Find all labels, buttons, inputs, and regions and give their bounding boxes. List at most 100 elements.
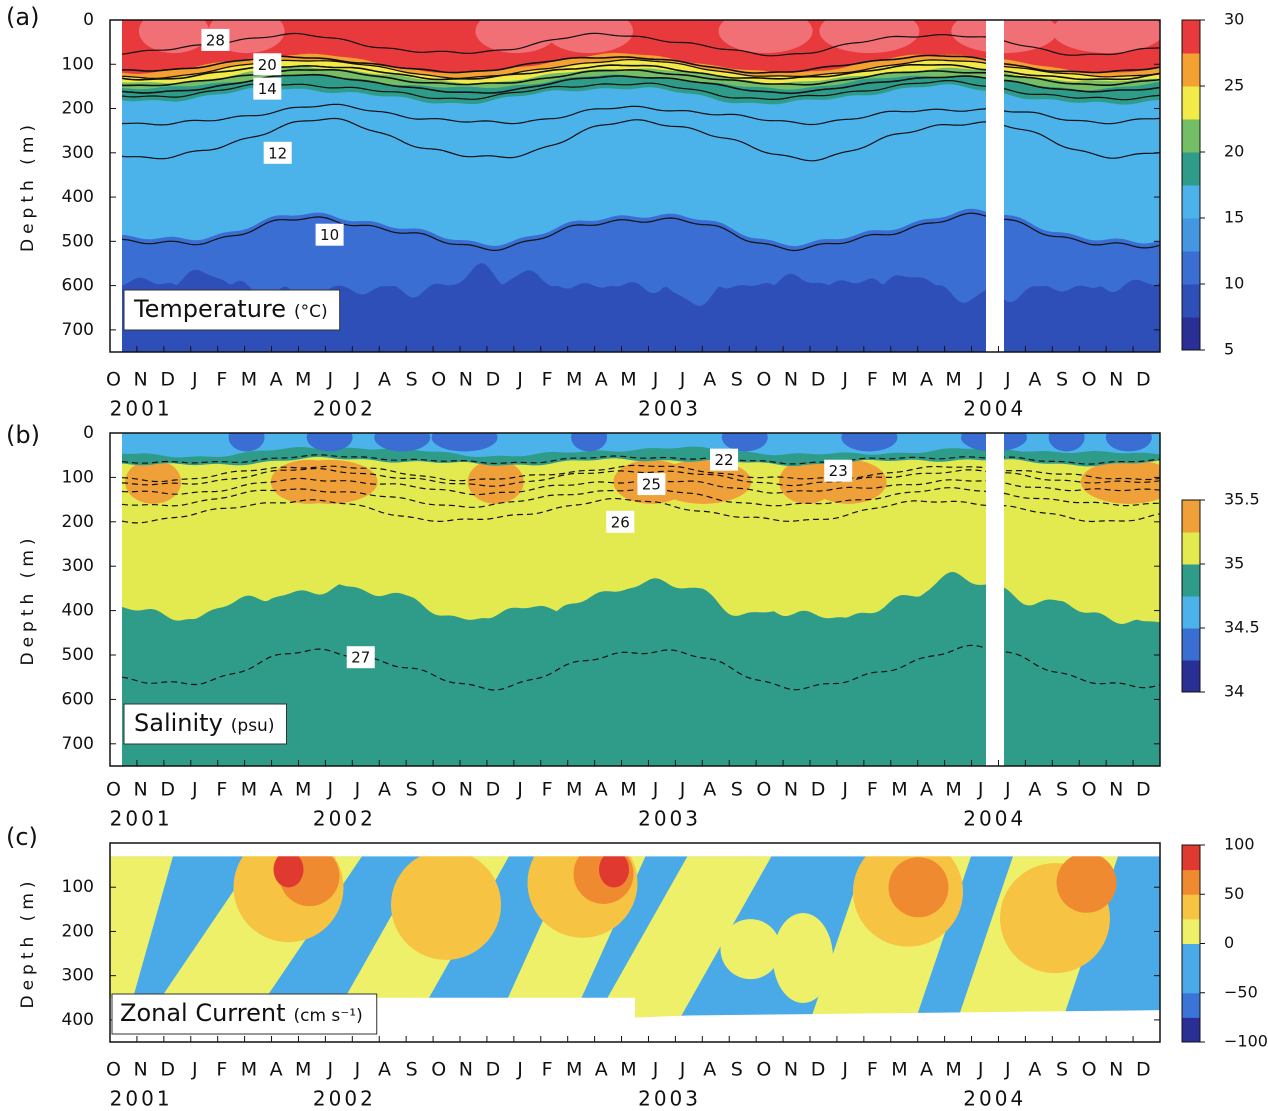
- plot-frame: [109, 432, 1161, 767]
- y-axis-label: Depth (m): [18, 876, 38, 1008]
- year-label: 2003: [638, 807, 701, 831]
- month-label: J: [841, 779, 849, 801]
- month-label: M: [566, 1059, 583, 1081]
- colorbar-tick-label: −50: [1224, 982, 1258, 1001]
- title-box-frame: [123, 289, 341, 331]
- month-label: N: [459, 779, 474, 801]
- month-label: D: [160, 779, 176, 801]
- month-label: N: [459, 1059, 474, 1081]
- title-box-frame: [111, 993, 378, 1035]
- month-label: N: [784, 779, 799, 801]
- month-label: O: [756, 779, 772, 801]
- colorbar-tick-label: 35: [1224, 554, 1244, 573]
- colorbar-segment: [1182, 628, 1200, 661]
- colorbar-segment: [1182, 20, 1200, 54]
- colorbar-segment: [1182, 119, 1200, 153]
- contour-line: [121, 497, 1160, 524]
- panel-units: (psu): [231, 716, 275, 736]
- month-label: M: [945, 1059, 962, 1081]
- field-patch: [467, 459, 524, 504]
- year-label: 2002: [313, 807, 376, 831]
- field-patch: [306, 433, 353, 452]
- field-patch: [475, 20, 558, 54]
- month-label: S: [406, 1059, 419, 1081]
- month-label: A: [595, 779, 609, 801]
- colorbar-segment: [1182, 251, 1200, 285]
- contour-label: 28: [206, 31, 225, 49]
- colorbar-segment: [1182, 943, 1200, 969]
- month-label: D: [1136, 779, 1152, 801]
- contour-label-box: [710, 448, 739, 471]
- data-gap: [986, 433, 1004, 766]
- month-label: J: [191, 369, 199, 391]
- colorbar-segment: [1182, 532, 1200, 565]
- year-label: 2003: [638, 1087, 701, 1111]
- y-tick-label: 200: [62, 99, 94, 119]
- month-label: D: [160, 369, 176, 391]
- contour-label: 27: [351, 649, 370, 667]
- field-patch: [599, 851, 629, 888]
- contour-label: 14: [258, 80, 277, 98]
- colorbar-segment: [1182, 86, 1200, 120]
- field-patch: [1080, 459, 1160, 504]
- month-label: O: [756, 1059, 772, 1081]
- field-patch: [138, 20, 209, 54]
- colorbar-segment: [1182, 53, 1200, 87]
- month-label: D: [1136, 369, 1152, 391]
- month-label: J: [652, 779, 660, 801]
- month-label: M: [891, 1059, 908, 1081]
- y-tick-label: 700: [62, 734, 94, 754]
- panel-title: Salinity: [134, 709, 223, 737]
- colorbar-segment: [1182, 564, 1200, 597]
- month-label: N: [459, 369, 474, 391]
- contour-line: [121, 454, 1160, 465]
- contour-label-box: [606, 510, 635, 533]
- month-label: S: [1056, 369, 1069, 391]
- contour-label: 20: [258, 56, 277, 74]
- panel-units: (cm s⁻¹): [293, 1006, 362, 1026]
- y-tick-label: 300: [62, 556, 94, 576]
- month-label: J: [652, 369, 660, 391]
- contour-label: 22: [714, 451, 733, 469]
- month-label: D: [811, 1059, 827, 1081]
- month-label: M: [891, 779, 908, 801]
- contour-label-box: [253, 53, 282, 76]
- y-tick-label: 100: [62, 54, 94, 74]
- field: [121, 20, 1160, 352]
- y-tick-label: 500: [62, 645, 94, 665]
- year-label: 2001: [110, 807, 173, 831]
- year-label: 2004: [963, 397, 1026, 421]
- field-patch: [1052, 20, 1160, 54]
- colorbar-segment: [1182, 992, 1200, 1018]
- y-axis-label: Depth (m): [18, 533, 38, 665]
- field-patch: [571, 433, 608, 452]
- contour-label-box: [315, 223, 344, 246]
- month-label: A: [703, 369, 717, 391]
- title-box-frame: [123, 703, 287, 745]
- month-label: M: [295, 1059, 312, 1081]
- field-patch: [281, 459, 378, 504]
- title-box: Temperature (°C): [123, 289, 341, 331]
- field-patch: [582, 856, 772, 1042]
- colorbar-tick-label: 100: [1224, 835, 1255, 854]
- plot-frame: [109, 19, 1161, 353]
- month-label: A: [378, 1059, 392, 1081]
- year-label: 2001: [110, 397, 173, 421]
- year-label: 2002: [313, 1087, 376, 1111]
- contour-label: 23: [829, 462, 848, 480]
- colorbar-tick-label: 10: [1224, 274, 1244, 293]
- month-label: S: [1056, 1059, 1069, 1081]
- month-label: J: [679, 369, 687, 391]
- y-tick-label: 300: [62, 966, 94, 986]
- plot-frame: [109, 842, 1161, 1043]
- month-label: J: [354, 779, 362, 801]
- month-label: J: [841, 369, 849, 391]
- month-label: O: [106, 369, 122, 391]
- field-patch: [773, 912, 833, 1003]
- year-label: 2002: [313, 397, 376, 421]
- colorbar-segment: [1182, 968, 1200, 994]
- y-axis-label: Depth (m): [18, 120, 38, 252]
- y-tick-label: 600: [62, 276, 94, 296]
- contour-label-box: [263, 141, 292, 164]
